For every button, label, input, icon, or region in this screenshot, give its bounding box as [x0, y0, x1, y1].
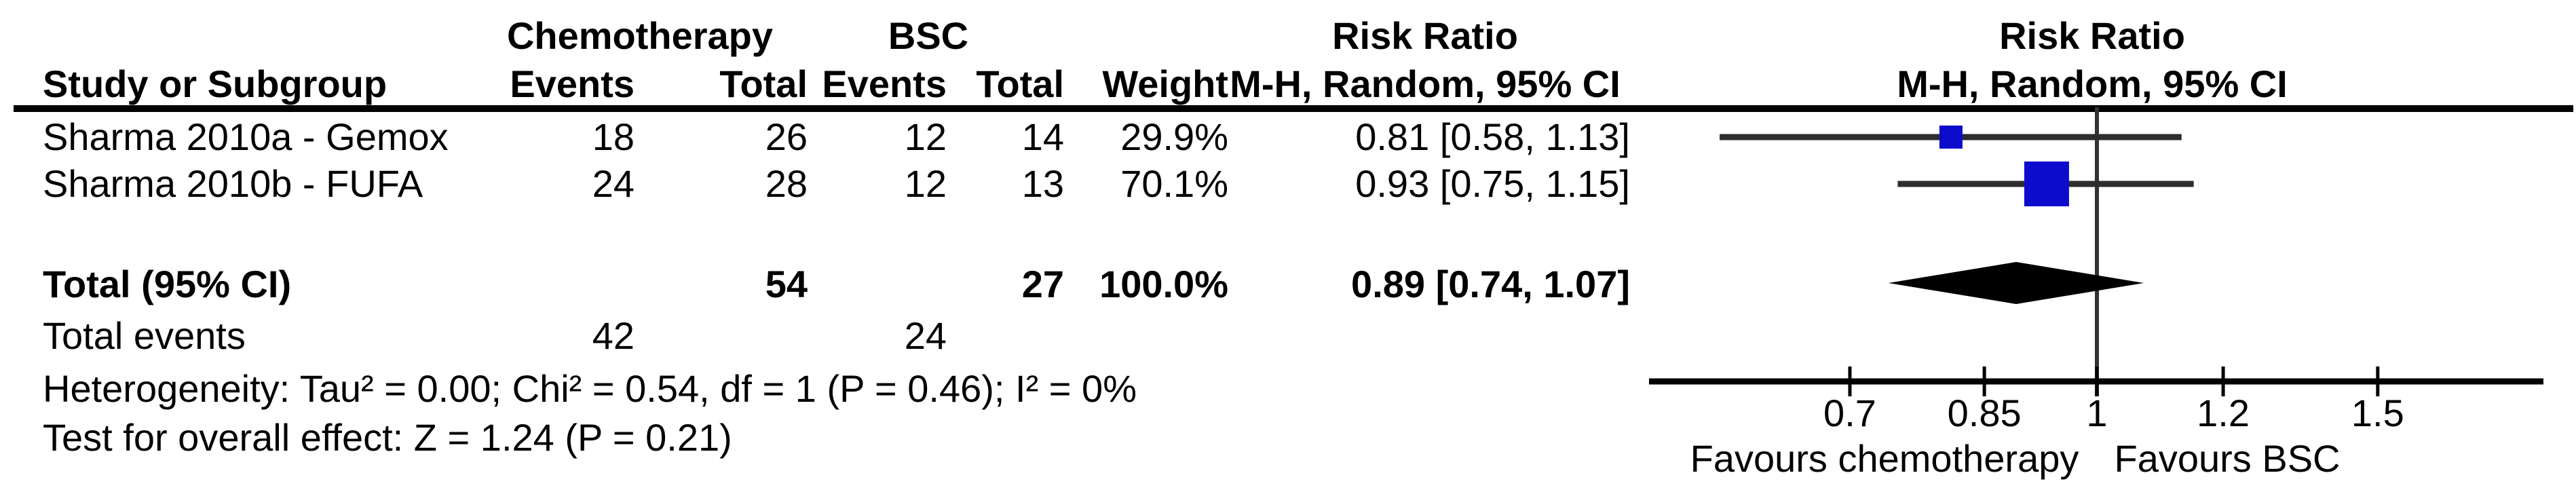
col-header-weight: Weight — [1102, 62, 1228, 105]
total-chemo-total: 54 — [765, 263, 808, 305]
bsc-total: 14 — [1021, 115, 1064, 158]
study-label: Sharma 2010a - Gemox — [43, 115, 449, 158]
total-weight: 100.0% — [1099, 263, 1228, 305]
col-header-study: Study or Subgroup — [43, 62, 387, 105]
ci-text: 0.93 [0.75, 1.15] — [1355, 162, 1630, 205]
bsc-total: 13 — [1021, 162, 1064, 205]
pooled-diamond — [1888, 262, 2144, 304]
chemo-events: 24 — [592, 162, 634, 205]
ci-text: 0.81 [0.58, 1.13] — [1355, 115, 1630, 158]
bsc-events: 12 — [904, 162, 947, 205]
axis-tick-label: 0.85 — [1948, 392, 2022, 434]
chemo-total: 28 — [765, 162, 808, 205]
overall-effect-test: Test for overall effect: Z = 1.24 (P = 0… — [43, 416, 732, 459]
axis-tick-label: 1 — [2086, 392, 2107, 434]
weight-value: 70.1% — [1120, 162, 1228, 205]
axis-tick-label: 1.2 — [2197, 392, 2250, 434]
total-ci-text: 0.89 [0.74, 1.07] — [1351, 263, 1630, 305]
favours-left-label: Favours chemotherapy — [1690, 437, 2079, 480]
axis-tick-label: 0.7 — [1823, 392, 1876, 434]
total-label: Total (95% CI) — [43, 263, 292, 305]
col-header-method: M-H, Random, 95% CI — [1230, 62, 1621, 105]
total-events-bsc: 24 — [904, 314, 947, 357]
plot-header-method: M-H, Random, 95% CI — [1897, 62, 2288, 105]
col-header-bsc-total: Total — [976, 62, 1064, 105]
col-header-chemo-total: Total — [719, 62, 808, 105]
favours-right-label: Favours BSC — [2115, 437, 2341, 480]
bsc-events: 12 — [904, 115, 947, 158]
chemo-total: 26 — [765, 115, 808, 158]
group-header-chemotherapy: Chemotherapy — [506, 14, 774, 57]
effect-square — [2024, 162, 2069, 206]
weight-value: 29.9% — [1120, 115, 1228, 158]
heterogeneity-stats: Heterogeneity: Tau² = 0.00; Chi² = 0.54,… — [43, 367, 1137, 410]
total-events-label: Total events — [43, 314, 246, 357]
risk-ratio-column-title: Risk Ratio — [1332, 14, 1518, 57]
axis-tick-label: 1.5 — [2351, 392, 2404, 434]
total-events-chemo: 42 — [592, 314, 634, 357]
risk-ratio-plot-title: Risk Ratio — [1999, 14, 2185, 57]
effect-square — [1939, 126, 1963, 149]
study-label: Sharma 2010b - FUFA — [43, 162, 423, 205]
chemo-events: 18 — [592, 115, 634, 158]
col-header-chemo-events: Events — [510, 62, 634, 105]
header-divider — [14, 105, 2573, 112]
col-header-bsc-events: Events — [822, 62, 947, 105]
total-bsc-total: 27 — [1021, 263, 1064, 305]
group-header-bsc: BSC — [888, 14, 969, 57]
